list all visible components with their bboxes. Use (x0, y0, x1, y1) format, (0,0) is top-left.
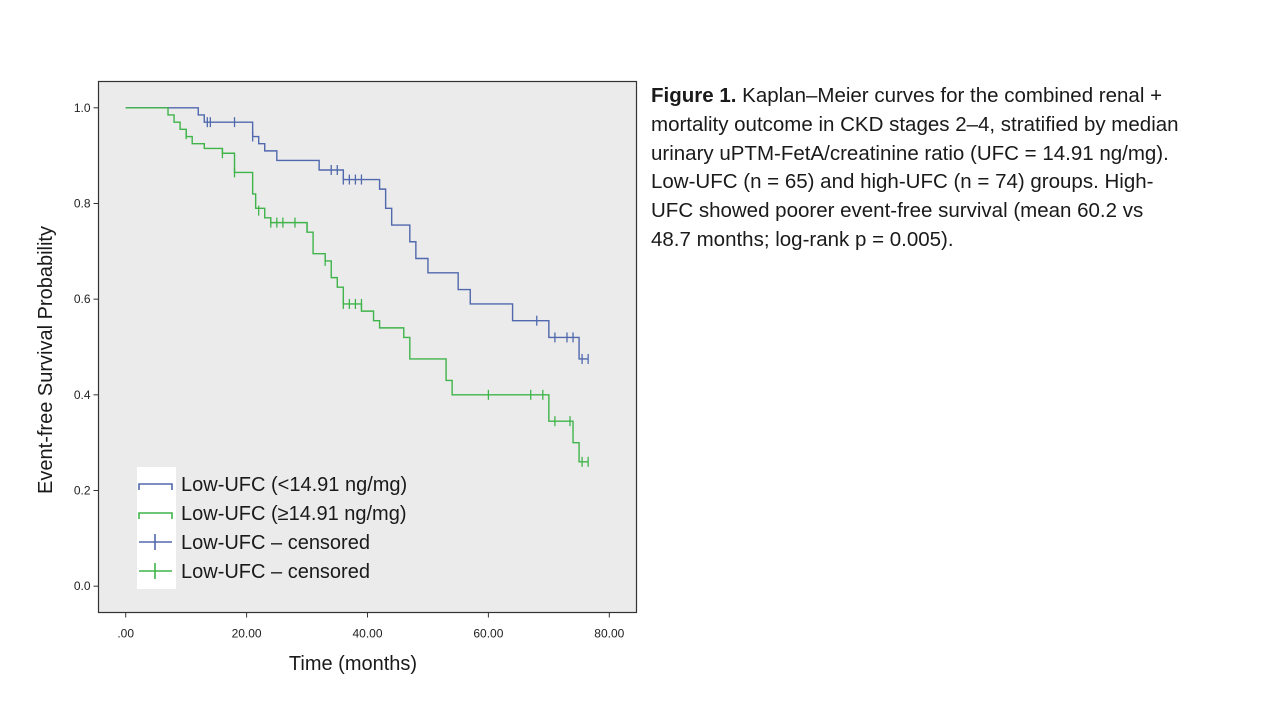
legend-label: Low-UFC – censored (181, 532, 370, 554)
x-tick-label: 60.00 (473, 627, 503, 641)
plot-area (97, 80, 638, 614)
legend-step-symbol (138, 483, 173, 490)
figure-caption-label: Figure 1. (651, 84, 737, 107)
x-axis: .00 20.00 40.00 60.00 80.00 (117, 612, 625, 641)
figure-caption: Figure 1. Kaplan–Meier curves for the co… (651, 82, 1186, 255)
x-tick-label: .00 (117, 627, 134, 641)
legend-step-symbol (138, 512, 173, 519)
survival-curves (125, 107, 589, 467)
x-axis-label: Time (months) (289, 653, 417, 675)
y-tick-label: 0.8 (74, 196, 91, 210)
figure-caption-text: Kaplan–Meier curves for the combined ren… (651, 84, 1179, 251)
y-axis: 0.0 0.2 0.4 0.6 0.8 1.0 (74, 101, 99, 593)
y-tick-label: 0.4 (74, 388, 91, 402)
y-tick-label: 0.2 (74, 484, 91, 498)
legend-censor-symbol (139, 534, 172, 550)
x-tick-label: 20.00 (232, 627, 262, 641)
y-tick-label: 1.0 (74, 101, 91, 115)
y-tick-label: 0.0 (74, 579, 91, 593)
y-tick-label: 0.6 (74, 292, 91, 306)
survival-curve-series-1 (125, 107, 589, 360)
legend-label: Low-UFC (≥14.91 ng/mg) (181, 503, 407, 525)
legend-label: Low-UFC (<14.91 ng/mg) (181, 474, 407, 496)
chart-legend: Low-UFC (<14.91 ng/mg) Low-UFC (≥14.91 ng… (137, 467, 407, 589)
km-chart: 0.0 0.2 0.4 0.6 0.8 1.0 .00 20.00 40.00 60.00 80.… (35, 80, 638, 675)
legend-swatch-background (137, 467, 176, 589)
x-tick-label: 80.00 (594, 627, 624, 641)
x-tick-label: 40.00 (352, 627, 382, 641)
legend-censor-symbol (139, 563, 172, 579)
y-axis-label: Event-free Survival Probability (35, 226, 57, 494)
legend-label: Low-UFC – censored (181, 561, 370, 583)
survival-curve-series-2 (125, 107, 589, 463)
